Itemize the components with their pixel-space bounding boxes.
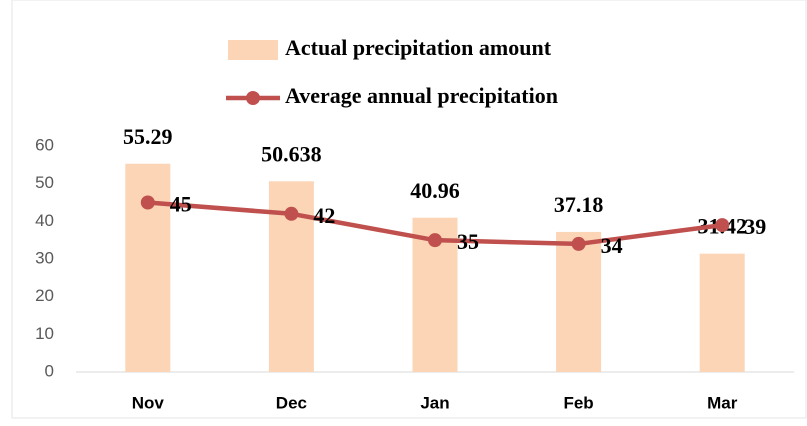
x-tick-label: Feb (563, 393, 593, 412)
line-value-label: 45 (170, 192, 192, 217)
bar-value-label: 37.18 (554, 192, 604, 217)
line-marker (715, 218, 730, 233)
bar-value-label: 55.29 (123, 124, 173, 149)
bar (699, 253, 745, 372)
line-value-label: 42 (313, 203, 335, 228)
bar (125, 163, 171, 372)
legend-label: Average annual precipitation (285, 83, 558, 108)
bar-value-label: 40.96 (410, 178, 460, 203)
line-marker (284, 206, 299, 221)
legend-label: Actual precipitation amount (285, 35, 552, 60)
y-tick-label: 40 (35, 211, 54, 230)
legend-marker (246, 91, 260, 105)
x-tick-label: Nov (132, 393, 165, 412)
y-tick-label: 0 (45, 361, 54, 380)
x-tick-label: Jan (420, 393, 449, 412)
y-tick-label: 60 (35, 135, 54, 154)
x-tick-label: Mar (707, 393, 738, 412)
y-tick-label: 20 (35, 286, 54, 305)
bar-value-label: 50.638 (261, 141, 322, 166)
y-tick-label: 50 (35, 173, 54, 192)
line-marker (571, 236, 586, 251)
y-tick-label: 10 (35, 324, 54, 343)
line-marker (140, 195, 155, 210)
line-value-label: 35 (457, 229, 479, 254)
line-marker (428, 233, 442, 248)
line-value-label: 34 (601, 233, 623, 258)
bar (556, 231, 602, 372)
x-tick-label: Dec (276, 393, 307, 412)
y-tick-label: 30 (35, 248, 54, 267)
line-value-label: 39 (744, 214, 766, 239)
legend-swatch (228, 40, 278, 60)
chart-frame (11, 0, 807, 419)
